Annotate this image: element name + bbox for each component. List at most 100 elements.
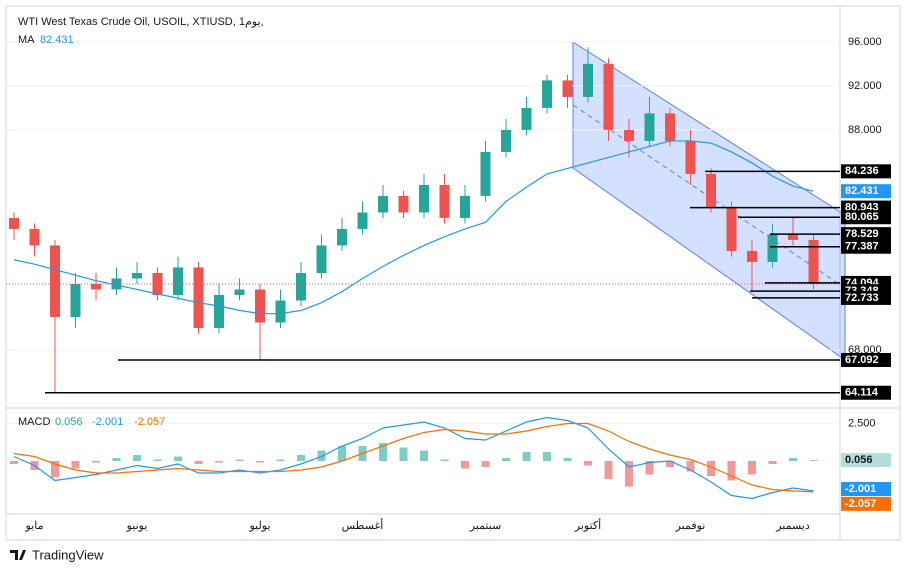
candle-body bbox=[214, 294, 224, 328]
macd-histogram-bar bbox=[584, 461, 592, 466]
macd-histogram-bar bbox=[748, 461, 756, 475]
candle-body bbox=[70, 283, 81, 317]
price-label: -2.057 bbox=[845, 498, 876, 510]
candle-body bbox=[296, 272, 306, 301]
price-label-bg bbox=[841, 385, 891, 400]
x-tick-label: نوفمبر bbox=[675, 520, 706, 532]
macd-histogram-bar bbox=[379, 443, 387, 461]
x-tick-label: مايو bbox=[25, 520, 44, 532]
macd-histogram-bar bbox=[10, 461, 18, 464]
price-label: 78.529 bbox=[845, 228, 879, 240]
candle-body bbox=[132, 272, 142, 279]
price-label: 82.431 bbox=[845, 185, 879, 197]
logo: TradingView bbox=[10, 547, 104, 562]
macd-histogram-bar bbox=[338, 446, 346, 461]
candle-body bbox=[234, 289, 245, 295]
macd-histogram-bar bbox=[543, 452, 551, 461]
macd-histogram-bar bbox=[399, 447, 408, 461]
macd-histogram-bar bbox=[235, 459, 244, 461]
candle-body bbox=[378, 195, 388, 213]
macd-histogram-bar bbox=[645, 461, 654, 475]
x-tick-label: يونيو bbox=[126, 520, 148, 532]
macd-histogram-bar bbox=[727, 461, 736, 481]
x-tick-label: أكتوبر bbox=[574, 518, 601, 532]
price-label-bg bbox=[841, 210, 891, 225]
macd-hist-value: 0.056 bbox=[55, 416, 83, 428]
macd-histogram-bar bbox=[707, 461, 715, 476]
macd-histogram-bar bbox=[174, 456, 182, 461]
candle-body bbox=[583, 63, 593, 97]
price-label: 64.114 bbox=[845, 387, 879, 399]
candle-body bbox=[501, 129, 511, 152]
macd-macd-line bbox=[13, 416, 814, 500]
candle-body bbox=[111, 278, 122, 290]
price-label: 72.733 bbox=[845, 292, 879, 304]
plot-layer: 96.000 92.000 88.000 68.000 مايو يونيو يوليو أغ… bbox=[6, 36, 891, 532]
macd-histogram-bar bbox=[461, 461, 469, 469]
macd-histogram-bar bbox=[420, 450, 428, 461]
macd-histogram-bar bbox=[153, 459, 162, 461]
price-label-bg bbox=[841, 482, 891, 497]
candle-body bbox=[624, 129, 634, 141]
price-label-bg bbox=[841, 164, 891, 179]
macd-histogram-bar bbox=[92, 461, 100, 463]
macd-histogram-bar bbox=[625, 461, 633, 487]
y-tick-label: 68.000 bbox=[848, 344, 882, 356]
price-label-bg bbox=[841, 453, 891, 468]
candle-body bbox=[685, 140, 696, 174]
macd-histogram-bar bbox=[317, 450, 326, 461]
macd-histogram-bar bbox=[276, 459, 285, 461]
macd-histogram-bar bbox=[215, 461, 223, 463]
macd-histogram-bar bbox=[71, 461, 80, 469]
logo-icon bbox=[10, 550, 26, 560]
macd-histogram-bar bbox=[768, 461, 777, 464]
macd-histogram-bar bbox=[133, 455, 141, 461]
macd-histogram-bar bbox=[256, 461, 264, 463]
macd-histogram-bar bbox=[194, 461, 203, 464]
candle-body bbox=[50, 245, 60, 317]
ma-name: MA bbox=[18, 34, 35, 46]
candle-body bbox=[29, 228, 40, 246]
candle-body bbox=[9, 217, 19, 229]
macd-histogram-bar bbox=[502, 458, 510, 461]
chart-title: WTI West Texas Crude Oil, USOIL, XTIUSD,… bbox=[18, 16, 264, 28]
macd-histogram-bar bbox=[51, 461, 59, 478]
macd-histogram-bar bbox=[297, 455, 305, 461]
price-label-bg bbox=[841, 352, 891, 367]
price-label: 67.092 bbox=[845, 354, 879, 366]
candle-body bbox=[439, 184, 450, 218]
x-tick-label: أغسطس bbox=[342, 518, 384, 532]
x-tick-label: سبتمبر bbox=[469, 520, 502, 532]
candle-body bbox=[460, 195, 470, 218]
x-tick-label: يوليو bbox=[248, 520, 270, 532]
macd-histogram-bar bbox=[604, 461, 613, 479]
macd-histogram-bar bbox=[112, 458, 121, 461]
macd-histogram-bar bbox=[686, 461, 695, 472]
y-tick-label: 2.500 bbox=[848, 417, 876, 429]
ma-value: 82.431 bbox=[40, 34, 74, 46]
candle-body bbox=[419, 184, 429, 213]
candle-body bbox=[337, 228, 347, 246]
price-label-bg bbox=[841, 496, 891, 511]
candle-body bbox=[808, 239, 819, 284]
macd-signal-line bbox=[13, 422, 814, 493]
macd-line-value: -2.001 bbox=[92, 416, 123, 428]
macd-histogram-bar bbox=[481, 461, 490, 467]
macd-histogram-bar bbox=[809, 460, 818, 461]
macd-signal-value: -2.057 bbox=[134, 416, 165, 428]
price-label-bg bbox=[841, 227, 891, 242]
y-tick-label: 88.000 bbox=[848, 124, 882, 136]
macd-histogram-bar bbox=[440, 459, 449, 461]
price-label-bg bbox=[841, 290, 891, 305]
price-label: 80.065 bbox=[845, 211, 879, 223]
macd-histogram-bar bbox=[666, 461, 674, 467]
candle-body bbox=[193, 267, 204, 328]
candle-body bbox=[767, 234, 778, 262]
candle-body bbox=[644, 113, 655, 141]
candle-body bbox=[603, 63, 614, 130]
candle-body bbox=[747, 250, 757, 262]
candle-body bbox=[275, 300, 286, 323]
candle-body bbox=[357, 212, 368, 229]
macd-name: MACD bbox=[18, 416, 50, 428]
